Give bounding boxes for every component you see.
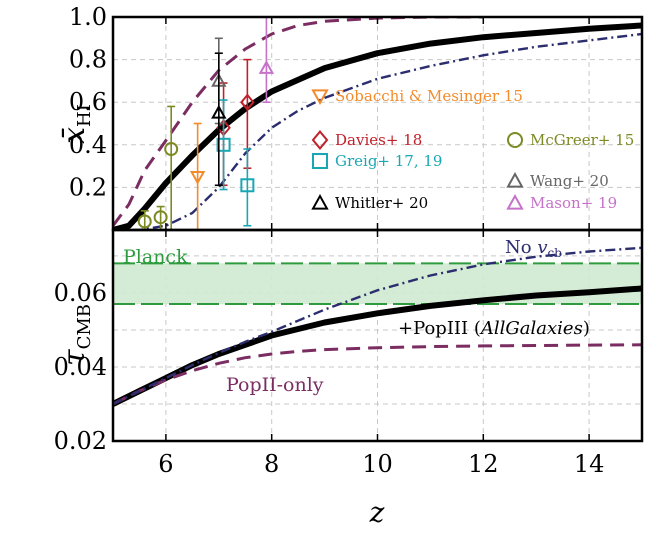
legend-label-0: Sobacchi & Mesinger 15 xyxy=(335,87,523,105)
top-ylabel: x̄HI xyxy=(57,104,95,144)
legend-marker-5 xyxy=(311,193,329,210)
top-ytick-label: 0.8 xyxy=(69,46,107,74)
no-vcb-label-var: v xyxy=(537,237,547,258)
no-vcb-label: No vcb xyxy=(505,237,562,260)
obs-marker-3 xyxy=(216,137,231,152)
x-axis-label: z xyxy=(369,496,385,529)
planck-band-layer xyxy=(113,262,642,306)
top-series-dash-dot xyxy=(113,32,642,230)
popiii-label-pre: +PopIII ( xyxy=(398,318,481,339)
planck-label: Planck xyxy=(123,246,188,268)
obs-marker-2 xyxy=(153,210,168,225)
legend-marker-4 xyxy=(506,171,524,188)
legend-label-6: Mason+ 19 xyxy=(530,194,617,212)
legend-marker-3 xyxy=(312,153,328,169)
obs-marker-1 xyxy=(240,93,255,111)
bottom-ylabel-sub: CMB xyxy=(74,304,95,349)
bottom-ylabel-main: τ xyxy=(57,349,92,366)
top-ytick-label: 0.4 xyxy=(69,131,107,159)
legend-label-2: McGreer+ 15 xyxy=(530,131,634,149)
bottom-series-dash-dot xyxy=(113,246,642,406)
legend-marker-6 xyxy=(506,193,524,210)
popiii-label-em: AllGalaxies xyxy=(479,318,583,339)
bottom-ytick-label: 0.04 xyxy=(54,353,107,381)
bottom-ylabel: τCMB xyxy=(57,304,95,366)
top-series-thick-solid xyxy=(113,22,642,230)
planck-band xyxy=(113,263,642,305)
tick-labels: 0.2 0.4 0.6 0.8 1.0 0.02 0.04 0.06 6 8 10 12 14 xyxy=(54,3,605,478)
popiii-label-post: ) xyxy=(583,318,590,339)
bottom-ytick-label: 0.06 xyxy=(54,279,107,307)
xtick-label: 6 xyxy=(158,450,173,478)
bottom-series-dashed xyxy=(113,343,642,406)
top-ytick-label: 0.2 xyxy=(69,173,107,201)
obs-marker-3 xyxy=(240,178,255,193)
xtick-label: 10 xyxy=(362,450,393,478)
bottom-ytick-label: 0.02 xyxy=(54,427,107,455)
legend-label-1: Davies+ 18 xyxy=(335,131,422,149)
top-ylabel-main: x̄ xyxy=(57,127,92,144)
legend-label-5: Whitler+ 20 xyxy=(335,194,428,212)
obs-marker-2 xyxy=(137,214,152,229)
no-vcb-label-sub: cb xyxy=(547,246,562,260)
legend-marker-2 xyxy=(507,132,523,148)
no-vcb-label-pre: No xyxy=(505,237,537,258)
axes-frame xyxy=(111,15,644,443)
xtick-label: 8 xyxy=(264,450,279,478)
popiii-label: +PopIII (AllGalaxies) xyxy=(398,318,590,339)
xtick-label: 12 xyxy=(468,450,499,478)
legend-label-4: Wang+ 20 xyxy=(530,172,609,190)
observation-points xyxy=(137,16,275,231)
legend: Sobacchi & Mesinger 15 Davies+ 18 McGreer+… xyxy=(311,87,634,212)
legend-label-3: Greig+ 17, 19 xyxy=(335,152,442,170)
legend-marker-1 xyxy=(311,130,329,150)
obs-marker-0 xyxy=(189,170,206,185)
obs-marker-2 xyxy=(164,142,179,157)
xtick-label: 14 xyxy=(574,450,605,478)
top-ytick-label: 0.6 xyxy=(69,88,107,116)
top-ylabel-sub: HI xyxy=(74,104,95,127)
legend-marker-0 xyxy=(311,89,329,106)
obs-marker-5 xyxy=(211,104,227,119)
top-ytick-label: 1.0 xyxy=(69,3,107,31)
popii-label: PopII-only xyxy=(226,374,324,396)
obs-marker-6 xyxy=(258,60,275,74)
